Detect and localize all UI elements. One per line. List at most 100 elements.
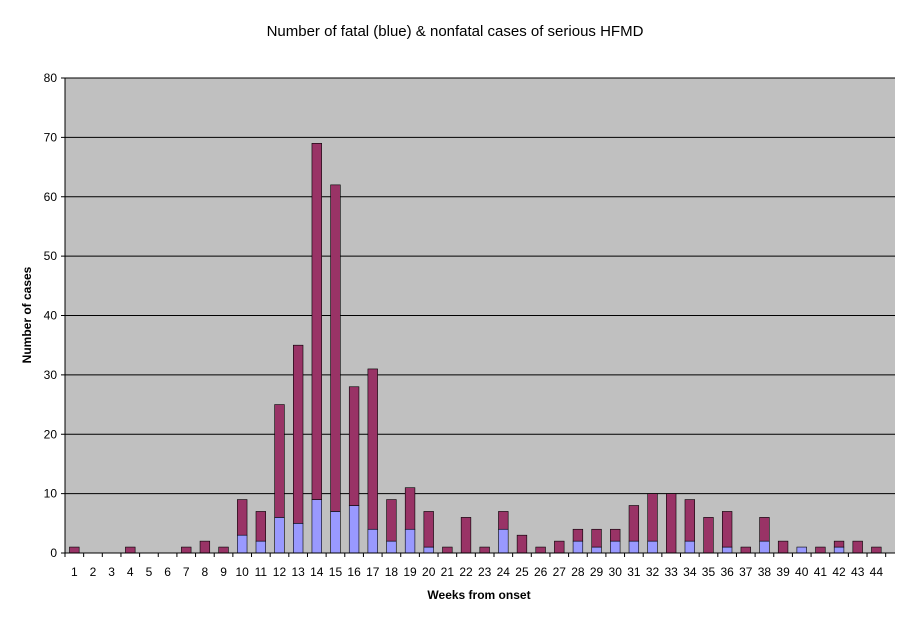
y-tick-label: 70 xyxy=(44,130,58,144)
bar-nonfatal xyxy=(274,404,285,518)
x-tick-label: 7 xyxy=(183,565,190,579)
bar-fatal xyxy=(610,540,621,554)
x-axis-label: Weeks from onset xyxy=(427,588,530,602)
y-axis-label: Number of cases xyxy=(20,266,34,363)
bar-fatal xyxy=(628,540,640,554)
x-tick-label: 6 xyxy=(164,565,171,579)
x-tick-label: 31 xyxy=(627,565,641,579)
bar-nonfatal xyxy=(721,511,733,548)
bar-nonfatal xyxy=(442,546,453,554)
bar-nonfatal xyxy=(815,546,826,554)
x-tick-label: 17 xyxy=(366,565,380,579)
bar-fatal xyxy=(330,511,341,554)
y-tick-label: 80 xyxy=(44,71,58,85)
bar-fatal xyxy=(498,528,509,554)
x-tick-label: 27 xyxy=(553,565,567,579)
bar-nonfatal xyxy=(386,499,397,542)
x-tick-label: 23 xyxy=(478,565,492,579)
x-tick-label: 39 xyxy=(776,565,790,579)
bar-nonfatal xyxy=(237,499,248,536)
bar-nonfatal xyxy=(199,540,211,554)
bar-nonfatal xyxy=(69,546,80,554)
bar-fatal xyxy=(237,534,248,554)
bar-fatal xyxy=(255,540,266,554)
x-tick-label: 34 xyxy=(683,565,697,579)
bar-nonfatal xyxy=(330,184,341,512)
bar-fatal xyxy=(591,546,602,554)
x-tick-label: 24 xyxy=(497,565,511,579)
bar-fatal xyxy=(348,505,360,554)
x-tick-label: 29 xyxy=(590,565,604,579)
x-tick-label: 44 xyxy=(870,565,884,579)
x-tick-label: 40 xyxy=(795,565,809,579)
x-tick-label: 19 xyxy=(403,565,417,579)
x-tick-label: 16 xyxy=(347,565,361,579)
x-tick-label: 38 xyxy=(758,565,772,579)
y-tick-label: 20 xyxy=(44,427,58,441)
x-tick-label: 15 xyxy=(329,565,343,579)
x-tick-label: 21 xyxy=(441,565,455,579)
x-tick-label: 8 xyxy=(202,565,209,579)
bar-fatal xyxy=(274,517,285,554)
bar-fatal xyxy=(647,540,658,554)
bar-nonfatal xyxy=(218,546,229,554)
bar-nonfatal xyxy=(479,546,490,554)
bar-nonfatal xyxy=(181,546,192,554)
x-tick-label: 22 xyxy=(459,565,473,579)
bar-fatal xyxy=(572,540,584,554)
x-tick-label: 28 xyxy=(571,565,585,579)
x-tick-label: 18 xyxy=(385,565,399,579)
x-tick-label: 1 xyxy=(71,565,78,579)
x-tick-label: 35 xyxy=(702,565,716,579)
bar-nonfatal xyxy=(703,517,714,554)
x-tick-labels: 1 2 3 4 5 6 7 8 9 10 11 12 13 14 15 16 17 18 19 20 21 22 23 24 2… xyxy=(64,553,887,579)
bar-fatal xyxy=(684,540,695,554)
bar-nonfatal xyxy=(348,386,360,506)
bar-fatal xyxy=(292,523,304,554)
x-tick-label: 32 xyxy=(646,565,660,579)
bar-fatal xyxy=(721,546,733,554)
bar-nonfatal xyxy=(759,517,770,542)
x-tick-label: 26 xyxy=(534,565,548,579)
bar-nonfatal xyxy=(311,143,322,500)
bar-nonfatal xyxy=(666,493,677,554)
bar-nonfatal xyxy=(871,546,882,554)
bar-nonfatal xyxy=(647,493,658,542)
x-tick-label: 33 xyxy=(665,565,679,579)
bar-nonfatal xyxy=(591,528,602,548)
bar-nonfatal xyxy=(535,546,546,554)
y-tick-label: 0 xyxy=(50,546,57,560)
y-tick-label: 50 xyxy=(44,249,58,263)
bar-nonfatal xyxy=(777,540,789,554)
x-tick-label: 42 xyxy=(832,565,846,579)
bar-fatal xyxy=(833,546,845,554)
bar-fatal xyxy=(423,546,434,554)
bar-fatal xyxy=(311,499,322,554)
y-tick-label: 40 xyxy=(44,309,58,323)
bar-nonfatal xyxy=(554,540,565,554)
bar-nonfatal xyxy=(833,540,845,548)
x-tick-label: 25 xyxy=(515,565,529,579)
bar-nonfatal xyxy=(404,487,416,530)
bar-fatal xyxy=(386,540,397,554)
y-tick-label: 10 xyxy=(44,487,58,501)
bar-fatal xyxy=(367,528,378,554)
bar-nonfatal xyxy=(516,534,528,554)
bar-nonfatal xyxy=(255,511,266,542)
bar-nonfatal xyxy=(628,505,640,542)
x-tick-label: 10 xyxy=(236,565,250,579)
bar-nonfatal xyxy=(684,499,695,542)
chart-title: Number of fatal (blue) & nonfatal cases … xyxy=(267,23,644,40)
y-tick-label: 30 xyxy=(44,368,58,382)
bar-nonfatal xyxy=(572,528,584,542)
x-tick-label: 41 xyxy=(814,565,828,579)
x-tick-label: 14 xyxy=(310,565,324,579)
bar-nonfatal xyxy=(125,546,136,554)
x-tick-label: 37 xyxy=(739,565,753,579)
x-tick-label: 9 xyxy=(220,565,227,579)
bar-fatal xyxy=(796,546,807,554)
x-tick-label: 20 xyxy=(422,565,436,579)
x-tick-label: 5 xyxy=(146,565,153,579)
y-tick-label: 60 xyxy=(44,190,58,204)
